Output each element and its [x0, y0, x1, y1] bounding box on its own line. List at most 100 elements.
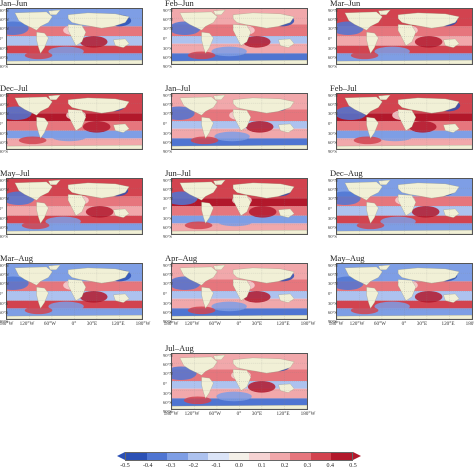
lat-tick-label: 60°N: [163, 362, 173, 367]
colorbar-segment: [187, 453, 209, 460]
anomaly-map: [336, 93, 473, 150]
lat-tick-label: 60°N: [163, 272, 173, 277]
lat-tick-label: 0°: [0, 36, 4, 41]
lat-tick-label: 0°: [163, 291, 168, 296]
lat-tick-label: 0°: [0, 121, 4, 126]
lon-tick-label: 120°E: [276, 411, 290, 417]
map-panel: Apr–Aug 90°N 60°N 30°N 0° 30°S 60°S 90°S 180°W 12…: [163, 253, 315, 330]
map-panel: Jan–Jun 90°N 60°N 30°N 0° 30°S 60°S 90°S: [0, 0, 143, 75]
lat-tick-label: 30°N: [0, 26, 9, 31]
panel-title: Jan–Jun: [0, 0, 28, 8]
lon-tick-label: 180°W: [300, 321, 316, 327]
lat-tick-label: 90°N: [163, 93, 173, 98]
lat-tick-label: 0°: [163, 206, 168, 211]
lat-tick-label: 90°S: [328, 64, 337, 69]
lon-tick-label: 120°E: [441, 321, 455, 327]
map-panel: Jan–Jul 90°N 60°N 30°N 0° 30°S 60°S 90°S: [163, 84, 308, 160]
lat-tick-label: 60°N: [0, 102, 9, 107]
colorbar-segment: [331, 453, 353, 460]
panel-title: Dec–Aug: [330, 168, 363, 178]
lon-tick-label: 180°W: [163, 321, 179, 327]
panel-title: Dec–Jul: [0, 83, 28, 93]
lat-tick-label: 60°S: [328, 140, 337, 145]
lat-tick-label: 90°S: [163, 64, 172, 69]
lat-tick-label: 30°N: [163, 281, 173, 286]
colorbar-tick-label: 0.1: [258, 463, 266, 469]
lat-tick-label: 60°S: [163, 140, 172, 145]
lat-tick-label: 30°N: [163, 196, 173, 201]
lat-tick-label: 90°S: [328, 234, 337, 239]
colorbar-tick-label: -0.3: [165, 463, 176, 469]
lon-tick-label: 180°W: [465, 321, 474, 327]
lat-tick-label: 0°: [163, 381, 168, 386]
lat-tick-label: 0°: [163, 121, 168, 126]
lat-tick-label: 60°N: [163, 187, 173, 192]
lon-tick-label: 0°: [401, 321, 407, 327]
lat-tick-label: 30°S: [0, 301, 8, 306]
colorbar-segment: [126, 453, 147, 460]
colorbar-tick-label: -0.2: [188, 463, 199, 469]
colorbar-tick-label: 0.3: [303, 463, 312, 469]
lat-tick-label: 90°N: [0, 178, 9, 183]
lat-tick-label: 30°S: [163, 131, 172, 136]
lat-tick-label: 60°S: [163, 225, 172, 230]
lat-tick-label: 30°N: [163, 111, 173, 116]
lat-tick-label: 90°S: [328, 319, 337, 324]
colorbar-max-arrow: [353, 452, 361, 460]
lon-tick-label: 180°W: [135, 321, 151, 327]
colorbar-tick-label: 0.2: [280, 463, 289, 469]
lat-tick-label: 60°S: [328, 310, 337, 315]
anomaly-map: [6, 178, 143, 235]
lat-tick-label: 90°S: [0, 64, 8, 69]
lat-tick-label: 30°N: [328, 281, 338, 286]
lat-tick-label: 90°N: [0, 263, 9, 268]
panel-title: May–Jul: [0, 168, 30, 178]
colorbar-tick-label: 0.4: [326, 463, 334, 469]
map-panel: May–Aug 90°N 60°N 30°N 0° 30°S 60°S 90°S 180°W 12…: [328, 253, 474, 330]
lat-tick-label: 0°: [0, 206, 4, 211]
lat-tick-label: 60°N: [163, 17, 173, 22]
map-panel: Dec–Aug 90°N 60°N 30°N 0° 30°S 60°S 90°S: [328, 168, 473, 245]
lat-tick-label: 30°S: [0, 46, 8, 51]
colorbar-segment: [310, 453, 332, 460]
lat-tick-label: 90°N: [328, 178, 338, 183]
map-panel: Jul–Aug 90°N 60°N 30°N 0° 30°S 60°S 90°S 180°W 12…: [163, 344, 315, 420]
anomaly-map: [336, 263, 473, 320]
lat-tick-label: 60°S: [0, 225, 8, 230]
lat-tick-label: 60°S: [0, 140, 8, 145]
lon-tick-label: 120°W: [184, 321, 200, 327]
lon-tick-label: 120°W: [19, 321, 35, 327]
anomaly-map: [171, 178, 308, 235]
lat-tick-label: 0°: [163, 36, 168, 41]
map-panel: Feb–Jul 90°N 60°N 30°N 0° 30°S 60°S 90°S: [328, 84, 473, 160]
lat-tick-label: 90°S: [0, 149, 8, 154]
lat-tick-label: 90°N: [163, 8, 173, 13]
lat-tick-label: 60°S: [163, 55, 172, 60]
colorbar-segment: [290, 453, 311, 460]
lat-tick-label: 90°S: [328, 149, 337, 154]
lat-tick-label: 60°N: [0, 272, 9, 277]
lat-tick-label: 30°S: [328, 216, 337, 221]
anomaly-map: [336, 178, 473, 235]
lat-tick-label: 30°S: [0, 216, 8, 221]
map-panel: May–Jul 90°N 60°N 30°N 0° 30°S 60°S 90°S: [0, 168, 143, 245]
panel-title: May–Aug: [330, 253, 365, 263]
map-panel: Dec–Jul 90°N 60°N 30°N 0° 30°S 60°S 90°S: [0, 83, 143, 160]
colorbar-segment: [228, 453, 250, 460]
panel-title: Mar–Jun: [330, 0, 361, 8]
lon-tick-label: 0°: [236, 321, 242, 327]
colorbar-segment: [269, 453, 291, 460]
anomaly-map: [171, 353, 308, 410]
lat-tick-label: 60°S: [328, 55, 337, 60]
lon-tick-label: 60°W: [43, 321, 57, 327]
lon-tick-label: 120°E: [276, 321, 290, 327]
lat-tick-label: 0°: [328, 121, 333, 126]
lat-tick-label: 90°N: [0, 8, 9, 13]
panel-title: Apr–Aug: [165, 253, 198, 263]
lat-tick-label: 60°N: [328, 17, 338, 22]
lat-tick-label: 90°N: [328, 8, 338, 13]
lon-tick-label: 30°E: [251, 411, 263, 417]
lat-tick-label: 60°N: [0, 17, 9, 22]
lat-tick-label: 90°N: [163, 178, 173, 183]
colorbar-segment: [208, 453, 229, 460]
